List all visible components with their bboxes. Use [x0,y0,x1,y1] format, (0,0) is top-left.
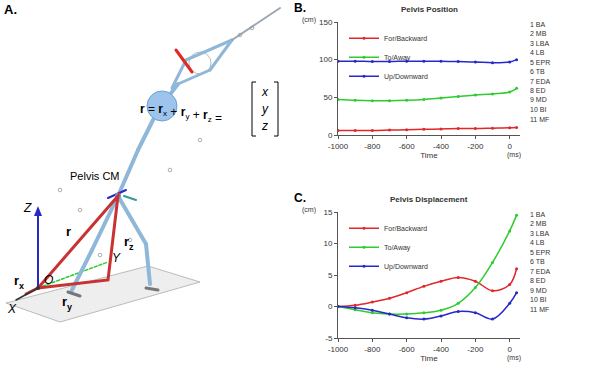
svg-text:50: 50 [323,93,332,102]
svg-text:ry: ry [62,294,72,312]
svg-text:-600: -600 [399,142,416,151]
svg-text:y: y [261,102,269,116]
svg-text:11 MF: 11 MF [530,116,549,123]
svg-text:Pelvis CM: Pelvis CM [70,170,120,182]
svg-text:(ms): (ms) [507,151,521,159]
svg-text:7 EDA: 7 EDA [530,268,551,275]
svg-text:8 ED: 8 ED [530,87,546,94]
svg-text:(ms): (ms) [507,354,521,362]
svg-text:Pelvis Displacement: Pelvis Displacement [390,195,468,204]
svg-text:(cm): (cm) [302,206,316,214]
svg-text:-5: -5 [325,334,333,343]
svg-text:0: 0 [328,302,333,311]
svg-text:9 MD: 9 MD [530,287,547,294]
svg-text:-400: -400 [433,142,450,151]
svg-text:Time: Time [420,151,438,160]
svg-text:10: 10 [323,239,332,248]
svg-text:Up/Downward: Up/Downward [384,73,428,81]
svg-text:1 BA: 1 BA [530,211,546,218]
svg-text:x: x [261,85,269,99]
svg-text:1 BA: 1 BA [530,21,546,28]
svg-text:4 LB: 4 LB [530,239,545,246]
svg-text:Pelvis Position: Pelvis Position [401,5,458,14]
svg-text:C.: C. [294,191,306,205]
svg-text:r: r [66,224,71,239]
svg-text:r = rx + ry + rz =: r = rx + ry + rz = [140,102,222,125]
svg-text:-800: -800 [364,142,381,151]
svg-text:B.: B. [294,1,306,15]
svg-text:Time: Time [420,354,438,363]
svg-text:4 LB: 4 LB [530,49,545,56]
svg-text:-600: -600 [399,345,416,354]
svg-text:-1000: -1000 [328,345,349,354]
svg-text:X: X [7,302,17,316]
svg-text:0: 0 [328,131,333,140]
svg-text:5 EPR: 5 EPR [530,249,550,256]
svg-text:100: 100 [319,55,333,64]
svg-text:Up/Downward: Up/Downward [384,263,428,271]
svg-text:2 MB: 2 MB [530,30,547,37]
svg-text:To/Away: To/Away [384,244,411,252]
svg-text:-800: -800 [364,345,381,354]
svg-text:z: z [261,119,268,133]
svg-text:Y: Y [112,251,121,265]
svg-text:-200: -200 [467,345,484,354]
svg-text:-400: -400 [433,345,450,354]
svg-text:6 TB: 6 TB [530,258,545,265]
svg-text:3 LBA: 3 LBA [530,230,549,237]
svg-text:-1000: -1000 [328,142,349,151]
svg-text:(cm): (cm) [302,16,316,24]
svg-text:150: 150 [319,18,333,27]
svg-text:5 EPR: 5 EPR [530,59,550,66]
svg-text:-200: -200 [467,142,484,151]
svg-text:For/Backward: For/Backward [384,35,427,42]
svg-text:6 TB: 6 TB [530,68,545,75]
svg-text:11 MF: 11 MF [530,306,549,313]
svg-text:For/Backward: For/Backward [384,225,427,232]
svg-text:7 EDA: 7 EDA [530,78,551,85]
svg-text:0: 0 [507,142,512,151]
svg-text:10 BI: 10 BI [530,106,546,113]
svg-text:O: O [44,273,53,287]
svg-text:10 BI: 10 BI [530,296,546,303]
svg-text:A.: A. [4,2,17,17]
svg-text:3 LBA: 3 LBA [530,40,549,47]
svg-text:0: 0 [507,345,512,354]
svg-text:9 MD: 9 MD [530,96,547,103]
svg-text:rz: rz [124,234,134,252]
svg-text:Z: Z [23,201,32,215]
svg-text:5: 5 [328,271,333,280]
svg-text:rx: rx [14,273,24,291]
svg-text:15: 15 [323,208,332,217]
svg-text:To/Away: To/Away [384,54,411,62]
svg-text:2 MB: 2 MB [530,220,547,227]
svg-text:8 ED: 8 ED [530,277,546,284]
